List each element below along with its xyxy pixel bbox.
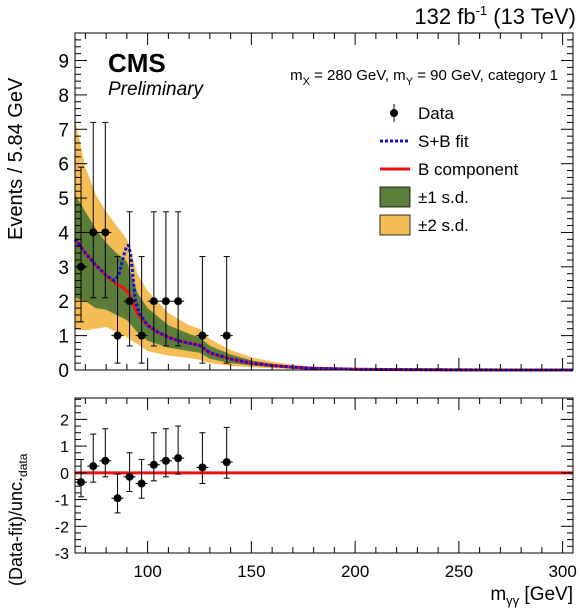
ratio-y-tick-label: -3 [55,546,69,563]
ratio-point [161,456,170,465]
x-tick-label: 300 [548,562,576,581]
x-tick-label: 150 [237,562,265,581]
legend-label-sb: S+B fit [418,132,469,151]
legend-band1-box [379,186,411,208]
data-point [89,228,98,237]
y-tick-label: 4 [58,223,69,244]
data-point [149,297,158,306]
preliminary-label: Preliminary [108,79,205,100]
ratio-point [77,478,86,487]
main-ylabel: Events / 5.84 GeV [5,77,27,240]
y-tick-label: 6 [58,155,69,176]
x-axis-label: mγγ [GeV] [490,584,573,608]
ratio-point [125,472,134,481]
ratio-point [149,460,158,469]
x-tick-label: 250 [445,562,473,581]
ratio-y-tick-label: 2 [60,412,69,429]
legend-label-bkg: B component [418,160,518,179]
ratio-point [137,479,146,488]
data-point [113,331,122,340]
data-point [101,228,110,237]
main-plot-frame [74,32,574,371]
legend: Data S+B fit B component ±1 s.d. ±2 s.d. [379,104,518,236]
data-point [222,331,231,340]
ratio-y-tick-label: -1 [55,493,69,510]
y-tick-label: 7 [58,120,69,141]
legend-label-band2: ±2 s.d. [418,216,469,235]
signal-info-label: mX = 280 GeV, mY = 90 GeV, category 1 [290,67,558,88]
y-tick-label: 2 [58,292,69,313]
legend-band2-box [379,214,411,236]
data-point [125,297,134,306]
cms-label: CMS [108,48,166,78]
data-point [174,297,183,306]
legend-label-data: Data [418,104,454,123]
ratio-point [198,463,207,472]
y-tick-label: 3 [58,258,69,279]
main-plot-panel: 0 1 2 3 4 5 6 7 8 9 CMS Preliminary mX = 280 GeV,… [5,32,574,382]
ratio-point [113,494,122,503]
x-tick-label: 200 [341,562,369,581]
y-tick-label: 1 [58,327,69,348]
y-tick-label: 8 [58,86,69,107]
ratio-y-tick-label: -2 [55,519,69,536]
ratio-y-tick-label: 1 [60,439,69,456]
x-tick-label: 100 [133,562,161,581]
y-tick-label: 5 [58,189,69,210]
ratio-plot-frame [74,397,574,554]
signal-plus-background-curve [73,238,574,372]
y-tick-label: 0 [58,361,69,382]
data-point [198,331,207,340]
legend-label-band1: ±1 s.d. [418,188,469,207]
ratio-y-tick-label: 0 [60,466,69,483]
ratio-point [222,458,231,467]
legend-data-marker [390,109,398,117]
data-point [161,297,170,306]
ratio-ylabel: (Data-fit)/unc.data [6,453,30,586]
lumi-label: 132 fb-1 (13 TeV) [414,3,576,29]
ratio-point [101,456,110,465]
data-point [137,331,146,340]
ratio-plot-panel: -3 -2 -1 0 1 2 100 150 200 250 300 (Data-fit)/unc.… [6,397,577,608]
ratio-point [174,454,183,463]
y-tick-label: 9 [58,52,69,73]
ratio-point [89,462,98,471]
